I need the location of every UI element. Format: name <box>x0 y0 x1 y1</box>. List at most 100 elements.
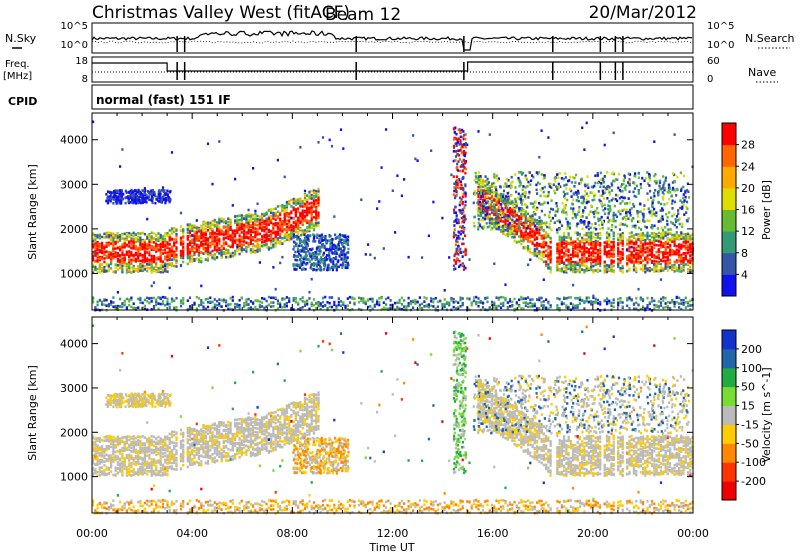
power-cell <box>299 254 302 257</box>
power-cell <box>310 217 313 220</box>
noise-left-label: N.Sky <box>5 32 37 45</box>
power-cell <box>308 220 311 223</box>
power-cell <box>234 302 237 306</box>
power-cell <box>495 203 498 206</box>
power-cell <box>578 248 581 251</box>
power-cell <box>206 300 210 304</box>
power-cell <box>166 243 169 246</box>
power-cell <box>222 243 225 246</box>
power-cell <box>680 302 683 305</box>
power-cell <box>238 225 241 229</box>
power-cell <box>547 245 550 248</box>
power-cell <box>204 224 207 228</box>
power-cell <box>238 240 241 244</box>
power-cell <box>513 221 516 224</box>
power-cell <box>581 250 584 254</box>
power-cell <box>558 297 561 301</box>
power-cell <box>96 300 99 304</box>
power-cell <box>603 260 606 264</box>
power-cell <box>542 260 545 264</box>
power-cell <box>148 246 151 250</box>
power-cell <box>236 214 239 218</box>
power-cell <box>267 220 270 224</box>
power-cell <box>310 214 313 218</box>
power-cell <box>536 222 539 225</box>
power-cell <box>475 295 478 299</box>
power-cell <box>321 296 325 300</box>
power-cell <box>657 254 660 257</box>
power-cell <box>578 246 581 249</box>
power-cell <box>641 259 645 263</box>
power-cell <box>412 306 415 309</box>
power-cell <box>299 201 302 204</box>
power-cell <box>121 302 124 305</box>
power-cell <box>285 222 288 226</box>
power-cell <box>450 173 453 177</box>
noise-left-tick-top: 10^5 <box>61 21 88 32</box>
power-cell <box>285 231 288 234</box>
power-cell <box>161 270 165 274</box>
power-cell <box>687 238 690 241</box>
power-cell <box>92 298 95 301</box>
power-cell <box>186 299 189 302</box>
power-cell <box>590 303 593 306</box>
power-cell <box>123 257 126 260</box>
power-cell <box>540 242 543 246</box>
power-cell <box>407 302 410 305</box>
power-cell <box>560 261 563 264</box>
power-cell <box>173 255 176 259</box>
power-cell <box>261 240 264 244</box>
power-cell <box>121 264 124 268</box>
power-cell <box>119 262 122 266</box>
power-cell <box>243 225 246 228</box>
power-cell <box>168 302 171 306</box>
power-cell <box>256 243 259 246</box>
power-cell <box>477 301 480 304</box>
power-cell <box>513 307 516 311</box>
power-cell <box>682 241 685 244</box>
power-cell <box>137 240 140 243</box>
power-cell <box>195 248 198 252</box>
power-cell <box>407 255 410 259</box>
power-cell <box>121 262 124 265</box>
power-cell <box>279 220 282 224</box>
power-cell <box>193 258 196 261</box>
power-cell <box>159 263 162 267</box>
power-cell <box>256 238 259 242</box>
power-cell <box>513 229 516 233</box>
power-cell <box>116 268 119 272</box>
power-cell <box>107 243 110 246</box>
power-cell <box>441 304 444 308</box>
power-cell <box>92 120 95 124</box>
power-cell <box>617 254 620 258</box>
power-cell <box>114 265 117 269</box>
power-cell <box>155 238 158 241</box>
power-cell <box>152 256 156 259</box>
power-cell <box>161 262 165 266</box>
power-cell <box>608 235 611 238</box>
power-cell <box>637 303 640 307</box>
power-cell <box>297 303 300 306</box>
power-cell <box>639 183 642 186</box>
power-cell <box>524 245 527 249</box>
power-cell <box>159 270 162 274</box>
power-cell <box>389 303 392 307</box>
power-cell <box>529 298 532 301</box>
power-cell <box>288 226 291 230</box>
power-cell <box>513 239 516 243</box>
power-cell <box>536 192 539 195</box>
power-cell <box>179 242 183 246</box>
power-cell <box>155 270 158 274</box>
power-cell <box>175 238 178 241</box>
power-cell <box>103 299 106 302</box>
power-cell <box>125 232 128 236</box>
power-cell <box>511 232 514 235</box>
power-cell <box>263 228 266 232</box>
power-cell <box>303 239 306 243</box>
power-cell <box>508 229 512 233</box>
power-cell <box>191 249 194 252</box>
power-cell <box>531 230 534 233</box>
power-cell <box>621 271 624 274</box>
power-cell <box>592 269 595 272</box>
power-cell <box>297 301 300 305</box>
